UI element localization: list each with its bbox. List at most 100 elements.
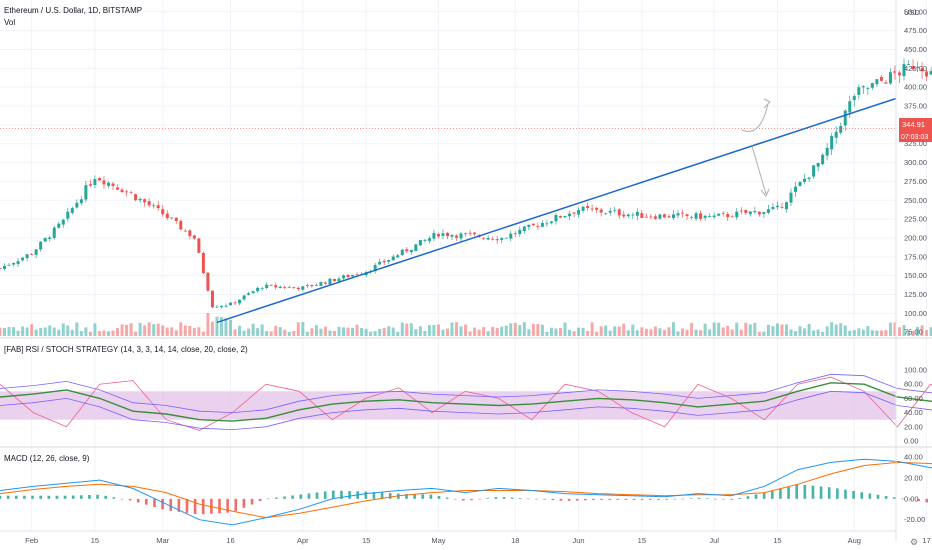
candle-body xyxy=(201,253,205,274)
candle-body xyxy=(274,285,278,288)
candle-body xyxy=(391,256,395,261)
macd-histogram-bar xyxy=(884,496,888,499)
volume-bar xyxy=(857,328,861,336)
macd-histogram-bar xyxy=(754,494,758,499)
rsi-upper-band-line xyxy=(0,373,932,414)
macd-histogram-bar xyxy=(844,489,847,499)
volume-bar xyxy=(653,326,657,336)
volume-bar xyxy=(287,331,291,336)
candle-body xyxy=(183,230,187,232)
time-tick-label: May xyxy=(431,536,445,545)
macd-histogram-bar xyxy=(79,495,83,499)
volume-bar xyxy=(274,325,278,336)
candle-body xyxy=(658,214,662,219)
macd-histogram-bar xyxy=(315,492,319,499)
candle-body xyxy=(757,211,761,215)
macd-histogram-bar xyxy=(600,498,603,500)
volume-bar xyxy=(848,330,852,336)
volume-bar xyxy=(590,322,594,336)
candle-body xyxy=(170,217,174,219)
macd-histogram-bar xyxy=(795,484,798,499)
candle-body xyxy=(278,286,282,289)
candle-body xyxy=(834,131,838,138)
volume-bar xyxy=(301,322,305,336)
volume-bar xyxy=(373,331,377,336)
volume-bar xyxy=(97,331,101,336)
volume-bar xyxy=(699,330,703,336)
macd-histogram-bar xyxy=(445,497,449,499)
macd-histogram-bar xyxy=(258,498,262,502)
volume-bar xyxy=(757,331,761,336)
price-tick-label: 500.00 xyxy=(904,7,927,16)
rsi-stoch-pane[interactable]: [FAB] RSI / STOCH STRATEGY (14, 3, 3, 14… xyxy=(0,345,932,431)
volume-bar xyxy=(323,326,327,336)
volume-bar xyxy=(391,327,395,336)
price-tick-label: 375.00 xyxy=(904,102,927,111)
candle-body xyxy=(690,216,694,218)
volume-bar xyxy=(581,327,585,336)
macd-histogram-bar xyxy=(787,486,790,499)
candle-body xyxy=(929,71,932,75)
macd-histogram-bar xyxy=(738,498,742,499)
candle-body xyxy=(916,66,920,69)
price-tick-label: 225.00 xyxy=(904,215,927,224)
macd-pane[interactable]: MACD (12, 26, close, 9) xyxy=(0,454,932,526)
macd-histogram-bar xyxy=(39,495,42,499)
volume-bar xyxy=(75,322,79,336)
macd-histogram-bar xyxy=(380,492,384,499)
volume-bar xyxy=(843,325,847,336)
macd-histogram-bar xyxy=(649,498,652,500)
volume-bar xyxy=(812,330,816,336)
gear-icon[interactable]: ⚙ xyxy=(910,537,918,547)
candle-body xyxy=(450,235,454,237)
candle-body xyxy=(699,213,703,220)
candle-body xyxy=(486,237,490,240)
volume-bar xyxy=(152,324,156,336)
candle-body xyxy=(789,192,793,203)
macd-histogram-bar xyxy=(88,495,91,499)
volume-bar xyxy=(174,330,178,336)
time-axis[interactable]: Feb15Mar16Apr15May18Jun15Jul15Aug17Sep15… xyxy=(25,536,932,545)
volume-bar xyxy=(509,323,513,336)
volume-bar xyxy=(577,327,581,336)
volume-bar xyxy=(807,323,811,336)
macd-histogram-bar xyxy=(31,495,34,499)
time-tick-label: Mar xyxy=(156,536,169,545)
price-axis[interactable]: 500.00475.00450.00425.00400.00375.00350.… xyxy=(904,7,927,524)
support-trendline[interactable] xyxy=(216,97,897,324)
volume-bar xyxy=(626,330,630,336)
macd-histogram-bar xyxy=(413,494,416,499)
volume-bar xyxy=(920,325,924,336)
time-tick-label: 15 xyxy=(91,536,99,545)
volume-bar xyxy=(875,330,879,336)
volume-bar xyxy=(418,326,422,336)
candle-body xyxy=(726,213,730,218)
volume-bar xyxy=(852,330,856,336)
volume-bar xyxy=(346,327,350,336)
volume-bar xyxy=(197,327,201,336)
volume-bar xyxy=(834,324,838,336)
macd-lines xyxy=(0,458,932,526)
macd-histogram-bar xyxy=(153,498,156,507)
candle-body xyxy=(116,187,120,190)
price-pane[interactable]: Ethereum / U.S. Dollar, 1D, BITSTAMP Vol xyxy=(0,6,932,336)
candle-body xyxy=(870,83,874,88)
macd-histogram-bar xyxy=(811,485,815,499)
volume-bar xyxy=(409,323,413,336)
macd-histogram-bar xyxy=(136,498,140,503)
macd-histogram-bar xyxy=(14,495,18,499)
candle-body xyxy=(188,230,192,237)
candle-body xyxy=(753,211,757,213)
candle-body xyxy=(712,215,716,218)
macd-histogram-bar xyxy=(348,491,351,499)
candle-body xyxy=(604,213,608,215)
macd-histogram-bar xyxy=(283,496,286,499)
volume-bar xyxy=(43,327,47,336)
volume-bar xyxy=(12,327,16,336)
macd-histogram-bar xyxy=(177,498,181,512)
macd-histogram-bar xyxy=(827,487,831,499)
volume-bar xyxy=(39,327,43,336)
macd-histogram-bar xyxy=(502,497,506,499)
